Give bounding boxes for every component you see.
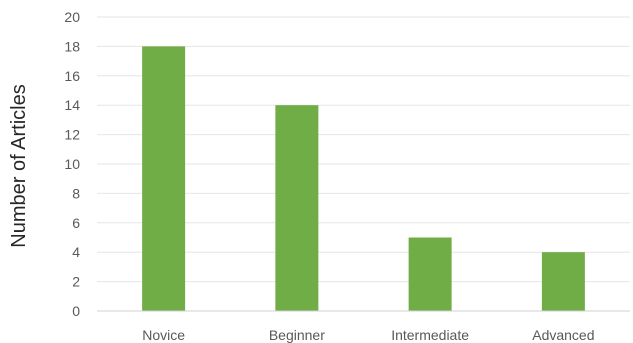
- bar-beginner: [275, 105, 319, 311]
- y-tick-label: 16: [64, 68, 80, 84]
- y-tick-label: 6: [72, 215, 80, 231]
- y-tick-label: 12: [64, 127, 80, 143]
- x-tick-label: Advanced: [532, 327, 594, 343]
- y-tick-label: 8: [72, 185, 80, 201]
- x-tick-label: Novice: [142, 327, 185, 343]
- y-tick-label: 18: [64, 38, 80, 54]
- y-tick-label: 14: [64, 97, 80, 113]
- y-axis-ticks: 0 2 4 6 8 10 12 14 16 18 20: [64, 9, 80, 319]
- bar-intermediate: [408, 237, 452, 311]
- x-tick-label: Beginner: [269, 327, 325, 343]
- y-tick-label: 0: [72, 303, 80, 319]
- bars: [142, 46, 585, 312]
- bar-advanced: [541, 252, 585, 311]
- y-axis-title: Number of Articles: [8, 84, 30, 247]
- x-axis-ticks: Novice Beginner Intermediate Advanced: [142, 327, 594, 343]
- y-tick-label: 20: [64, 9, 80, 25]
- y-tick-label: 10: [64, 156, 80, 172]
- bar-novice: [142, 46, 186, 312]
- x-tick-label: Intermediate: [391, 327, 469, 343]
- y-tick-label: 4: [72, 244, 80, 260]
- gridlines: [97, 16, 630, 283]
- y-tick-label: 2: [72, 274, 80, 290]
